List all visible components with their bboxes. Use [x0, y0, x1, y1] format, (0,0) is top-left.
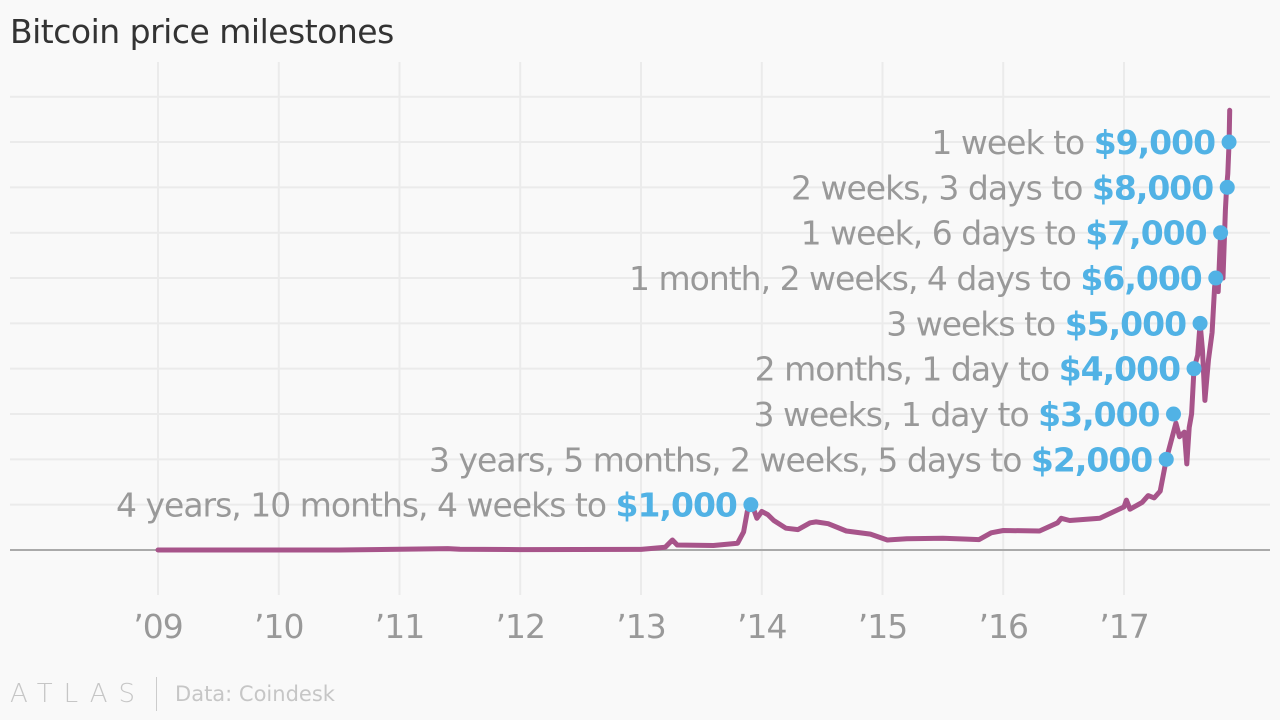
milestone-prefix: 1 month, 2 weeks, 4 days to — [629, 259, 1080, 298]
footer-divider — [156, 677, 158, 711]
milestone-label: 1 week, 6 days to $7,000 — [801, 214, 1207, 253]
milestone-dot — [1219, 179, 1235, 195]
milestone-label: 1 week to $9,000 — [931, 123, 1215, 162]
milestone-label: 1 month, 2 weeks, 4 days to $6,000 — [629, 259, 1202, 298]
milestone-prefix: 4 years, 10 months, 4 weeks to — [116, 486, 616, 525]
milestone-label: 4 years, 10 months, 4 weeks to $1,000 — [116, 486, 737, 525]
x-tick-label: ’17 — [1099, 607, 1148, 646]
milestone-dot — [1221, 134, 1237, 150]
x-tick-label: ’16 — [979, 607, 1028, 646]
milestone-label: 3 weeks, 1 day to $3,000 — [754, 395, 1160, 434]
x-tick-label: ’14 — [737, 607, 786, 646]
milestone-dot — [1186, 361, 1202, 377]
milestone-label: 2 weeks, 3 days to $8,000 — [791, 168, 1213, 207]
milestone-label: 3 weeks to $5,000 — [886, 304, 1186, 343]
milestone-value: $8,000 — [1092, 168, 1213, 207]
milestone-value: $1,000 — [616, 486, 737, 525]
x-tick-label: ’13 — [616, 607, 665, 646]
milestone-dot — [1208, 270, 1224, 286]
milestone-value: $6,000 — [1080, 259, 1201, 298]
milestone-dot — [1158, 451, 1174, 467]
atlas-logo: ATLAS — [10, 679, 147, 709]
milestone-dot — [1213, 225, 1229, 241]
milestone-value: $3,000 — [1038, 395, 1159, 434]
milestone-dot — [1192, 315, 1208, 331]
x-tick-label: ’09 — [133, 607, 182, 646]
milestone-prefix: 1 week, 6 days to — [801, 214, 1086, 253]
milestone-dot — [743, 497, 759, 513]
x-tick-label: ’12 — [496, 607, 545, 646]
milestone-value: $2,000 — [1031, 440, 1152, 479]
milestone-value: $5,000 — [1065, 304, 1186, 343]
milestone-value: $4,000 — [1059, 350, 1180, 389]
milestone-prefix: 3 weeks to — [886, 304, 1065, 343]
milestone-prefix: 3 weeks, 1 day to — [754, 395, 1039, 434]
milestone-label: 2 months, 1 day to $4,000 — [755, 350, 1180, 389]
milestone-label: 3 years, 5 months, 2 weeks, 5 days to $2… — [429, 440, 1152, 479]
milestone-dot — [1166, 406, 1182, 422]
milestone-prefix: 1 week to — [931, 123, 1093, 162]
x-tick-label: ’10 — [254, 607, 303, 646]
footer: ATLAS Data: Coindesk — [10, 676, 335, 712]
chart-title: Bitcoin price milestones — [10, 12, 394, 51]
milestone-prefix: 2 months, 1 day to — [755, 350, 1059, 389]
milestone-value: $9,000 — [1094, 123, 1215, 162]
milestone-prefix: 2 weeks, 3 days to — [791, 168, 1092, 207]
source-note: Data: Coindesk — [175, 682, 335, 706]
x-tick-label: ’11 — [375, 607, 424, 646]
milestone-prefix: 3 years, 5 months, 2 weeks, 5 days to — [429, 440, 1031, 479]
price-line — [155, 107, 1233, 553]
milestone-value: $7,000 — [1085, 214, 1206, 253]
x-tick-label: ’15 — [858, 607, 907, 646]
